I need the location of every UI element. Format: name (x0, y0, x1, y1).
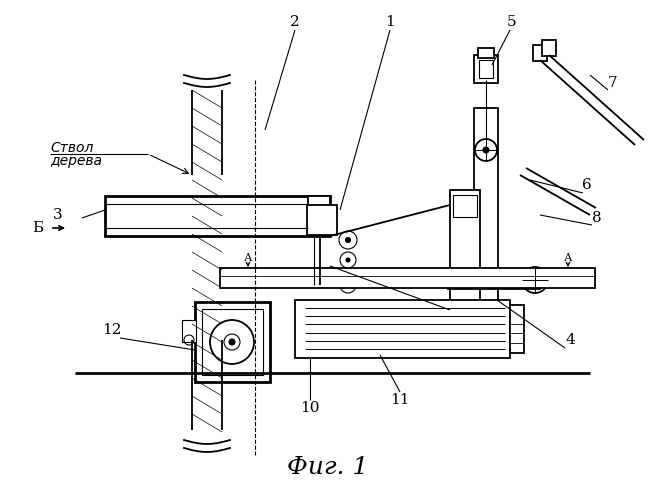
Bar (450, 190, 480, 310)
Circle shape (229, 339, 235, 345)
Bar (448, 275, 540, 289)
Bar (182, 320, 196, 342)
Bar (295, 300, 510, 358)
Bar (195, 302, 270, 382)
Text: 4: 4 (565, 333, 575, 347)
Text: А: А (244, 253, 252, 263)
Text: Б: Б (32, 221, 43, 235)
Circle shape (318, 216, 322, 220)
Text: Ствол: Ствол (50, 141, 93, 155)
Bar (453, 195, 477, 217)
Text: 1: 1 (385, 15, 395, 29)
Bar (542, 40, 556, 56)
Text: 11: 11 (390, 393, 410, 407)
Bar (307, 205, 337, 235)
Text: дерева: дерева (50, 154, 102, 168)
Text: 6: 6 (582, 178, 592, 192)
Text: 5: 5 (507, 15, 517, 29)
Bar (308, 196, 330, 236)
Circle shape (346, 258, 350, 262)
Bar (478, 48, 494, 58)
Bar (220, 268, 595, 288)
Text: 12: 12 (102, 323, 122, 337)
Circle shape (532, 277, 538, 283)
Bar (202, 309, 263, 375)
Bar (510, 305, 524, 353)
Bar (474, 108, 498, 313)
Bar (533, 45, 547, 61)
Text: 2: 2 (290, 15, 300, 29)
Circle shape (483, 147, 489, 153)
Text: Фиг. 1: Фиг. 1 (287, 456, 369, 479)
Text: 3: 3 (53, 208, 63, 222)
Text: 8: 8 (592, 211, 602, 225)
Text: А: А (564, 253, 572, 263)
Bar (105, 196, 330, 236)
Bar (479, 60, 493, 78)
Circle shape (346, 238, 350, 242)
Text: 7: 7 (608, 76, 618, 90)
Bar (474, 55, 498, 83)
Text: 10: 10 (300, 401, 319, 415)
